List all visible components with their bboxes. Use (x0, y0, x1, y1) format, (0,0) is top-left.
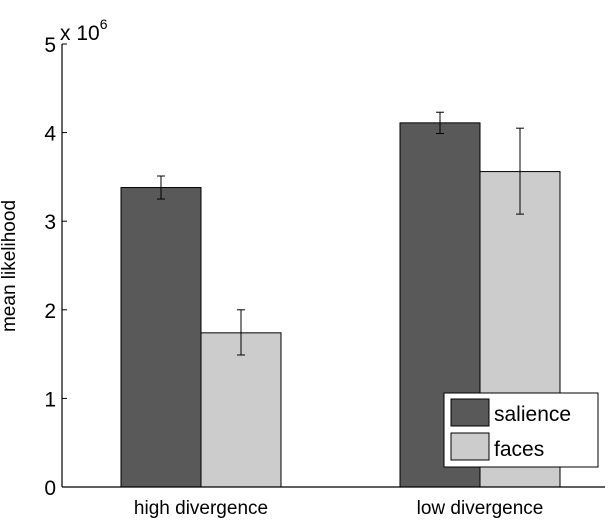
x-ticks-group: high divergence low divergence (134, 482, 543, 519)
bar-salience-0 (120, 187, 202, 488)
y-tick-label-2: 2 (44, 300, 56, 323)
y-tick-label-3: 3 (44, 211, 56, 234)
legend-label-faces: faces (494, 438, 544, 461)
y-tick-label-1: 1 (44, 388, 56, 411)
legend-swatch-salience (450, 398, 490, 427)
axes-group (61, 44, 605, 488)
y-tick-label-4: 4 (44, 123, 56, 146)
legend-label-salience: salience (494, 403, 571, 426)
bar-faces-0 (200, 332, 282, 488)
y-exponent-power: 6 (100, 16, 108, 32)
y-tick-label-0: 0 (44, 477, 56, 500)
y-axis-label: mean likelihood (0, 200, 20, 332)
legend: salience faces (443, 392, 599, 468)
y-exponent-label: x 106 (60, 16, 108, 45)
y-tick-label-5: 5 (44, 34, 56, 57)
y-exponent-base: x 10 (60, 22, 100, 45)
x-tick-label-1: low divergence (417, 498, 544, 519)
x-tick-label-0: high divergence (134, 498, 268, 519)
error-bars-group (157, 111, 524, 356)
legend-swatch-faces (450, 432, 490, 461)
y-ticks-group: 0 1 2 3 4 5 (44, 34, 67, 500)
